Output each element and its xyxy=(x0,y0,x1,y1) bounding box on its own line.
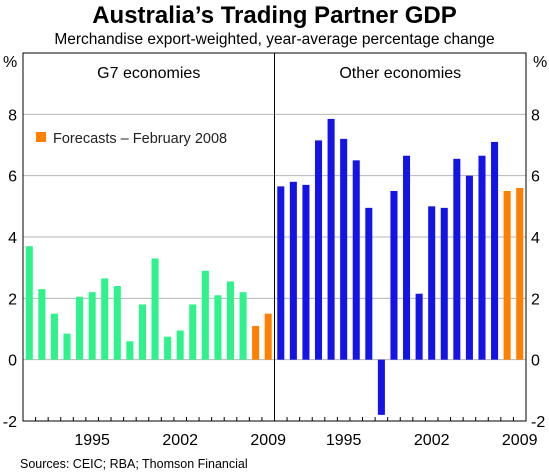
bar-g7-1993 xyxy=(63,333,71,360)
bar-other-2005 xyxy=(465,175,473,360)
bar-g7-2006 xyxy=(226,281,235,360)
bar-other-1994 xyxy=(327,118,335,360)
bar-g7-2003 xyxy=(189,304,197,360)
bar-g7-2009 xyxy=(264,313,272,360)
legend: Forecasts – February 2008 xyxy=(36,131,227,147)
bar-g7-2004 xyxy=(201,270,209,360)
bar-g7-2001 xyxy=(164,336,172,360)
x-tick-label: 1995 xyxy=(74,432,110,449)
bar-other-1999 xyxy=(390,191,398,360)
bar-g7-1999 xyxy=(138,304,146,360)
bar-other-2001 xyxy=(415,293,423,360)
bar-g7-2002 xyxy=(176,330,184,360)
bar-other-2009 xyxy=(516,187,524,360)
x-tick-label: 2009 xyxy=(502,432,538,449)
y-tick-label-left: 8 xyxy=(8,107,17,124)
x-tick-label: 2002 xyxy=(162,432,198,449)
bars xyxy=(25,118,524,415)
bar-other-1998 xyxy=(377,359,385,415)
chart-subtitle: Merchandise export-weighted, year-averag… xyxy=(54,31,495,48)
bar-other-1997 xyxy=(365,207,373,360)
y-tick-label-right: 8 xyxy=(531,107,540,124)
legend-forecast-swatch xyxy=(36,132,46,142)
y-tick-label-left: 4 xyxy=(8,230,17,247)
y-tick-label-right: 4 xyxy=(531,230,540,247)
bar-g7-1994 xyxy=(76,296,84,360)
panel-label-other: Other economies xyxy=(339,65,461,82)
axis-labels: -2 -2 0 0 2 2 4 4 6 6 8 8 1995 2002 2009 1995 2002 2009 xyxy=(3,107,546,449)
y-axis-unit-right: % xyxy=(533,54,547,71)
bar-other-1995 xyxy=(340,138,348,360)
y-tick-label-left: -2 xyxy=(3,414,17,431)
bar-g7-1998 xyxy=(126,341,134,360)
source-note: Sources: CEIC; RBA; Thomson Financial xyxy=(20,457,248,471)
x-tick-label: 2009 xyxy=(250,432,286,449)
y-axis-unit-left: % xyxy=(3,54,17,71)
y-tick-label-right: 2 xyxy=(531,291,540,308)
bar-g7-2008 xyxy=(252,325,260,360)
bar-other-2000 xyxy=(403,155,411,360)
bar-g7-1997 xyxy=(113,286,121,360)
y-tick-label-left: 6 xyxy=(8,169,17,186)
bar-other-2008 xyxy=(503,191,511,360)
bar-g7-1991 xyxy=(38,289,46,360)
bar-g7-2000 xyxy=(151,258,159,360)
y-tick-label-left: 0 xyxy=(8,353,17,370)
y-tick-label-right: 6 xyxy=(531,169,540,186)
bar-g7-1995 xyxy=(88,292,96,360)
bar-g7-2007 xyxy=(239,292,247,360)
bar-other-2006 xyxy=(478,155,486,360)
bar-other-2004 xyxy=(453,158,461,360)
bar-other-1993 xyxy=(314,140,323,360)
bar-other-1991 xyxy=(289,181,297,360)
chart-title: Australia’s Trading Partner GDP xyxy=(92,2,457,29)
y-tick-label-right: -2 xyxy=(531,414,545,431)
bar-g7-1992 xyxy=(50,313,58,360)
legend-forecast-label: Forecasts – February 2008 xyxy=(53,131,227,147)
x-tick-label: 1995 xyxy=(326,432,362,449)
panel-label-g7: G7 economies xyxy=(97,65,200,82)
y-tick-label-left: 2 xyxy=(8,291,17,308)
bar-g7-2005 xyxy=(214,295,222,360)
bar-other-2007 xyxy=(491,141,499,360)
bar-other-1990 xyxy=(277,186,285,360)
x-tick-label: 2002 xyxy=(414,432,450,449)
bar-other-2002 xyxy=(428,206,436,360)
bar-other-2003 xyxy=(440,207,448,360)
bar-g7-1996 xyxy=(101,278,109,360)
bar-other-1992 xyxy=(302,184,310,360)
bar-other-1996 xyxy=(352,160,360,360)
bar-g7-1990 xyxy=(25,246,33,360)
y-tick-label-right: 0 xyxy=(531,353,540,370)
axis-ticks xyxy=(35,417,527,421)
